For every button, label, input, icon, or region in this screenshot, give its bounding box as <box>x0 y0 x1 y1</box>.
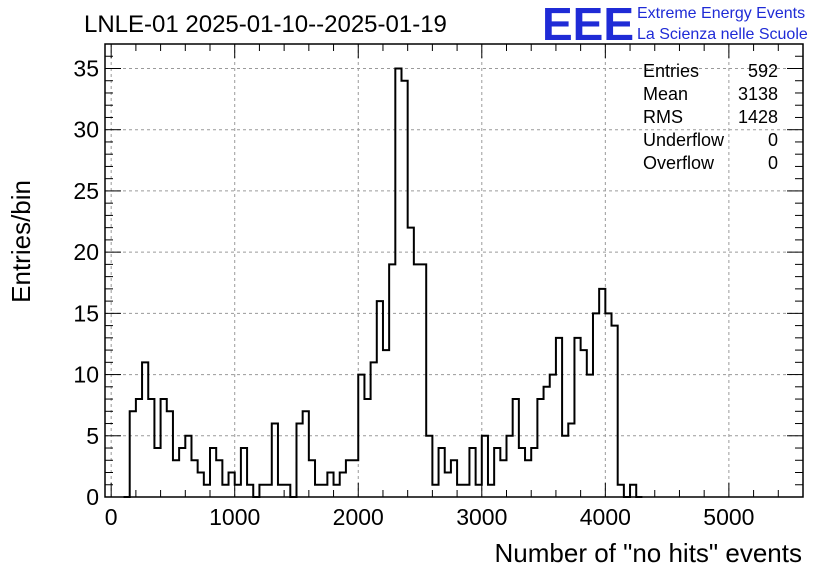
histogram-bar <box>364 399 370 497</box>
histogram-bar <box>383 350 389 497</box>
y-tick-label: 20 <box>73 239 99 265</box>
stat-value: 0 <box>768 153 778 173</box>
y-tick-label: 30 <box>73 117 99 143</box>
histogram-bar <box>235 485 241 497</box>
histogram-bar <box>500 460 506 497</box>
y-tick-label: 15 <box>73 300 99 326</box>
histogram-bar <box>432 485 438 497</box>
histogram-bar <box>334 485 340 497</box>
plot-frame <box>104 43 804 498</box>
axis-ticks: 0 1000 2000 3000 4000 5000 0 5 10 15 20 25 30 35 <box>73 44 803 530</box>
histogram-bar <box>321 485 327 497</box>
logo-mark: EEE <box>542 0 634 50</box>
histogram-outline <box>123 67 643 498</box>
histogram-bar <box>463 485 469 497</box>
x-axis-title: Number of "no hits" events <box>495 538 803 568</box>
stat-value: 3138 <box>738 84 778 104</box>
y-axis-title: Entries/bin <box>6 180 36 303</box>
histogram-bar <box>173 460 179 497</box>
stat-label: Entries <box>643 61 699 81</box>
histogram-bar <box>562 436 568 497</box>
grid-lines <box>105 44 803 498</box>
y-tick-label: 0 <box>86 484 99 510</box>
stat-label: RMS <box>643 107 683 127</box>
histogram-bar <box>488 485 494 497</box>
logo-line-1: Extreme Energy Events <box>637 5 805 22</box>
histogram-bar <box>154 448 160 497</box>
histogram-bar <box>525 460 531 497</box>
histogram-bar <box>136 399 142 497</box>
x-tick-label: 2000 <box>333 504 384 530</box>
histogram-bar <box>222 485 228 497</box>
x-tick-label: 5000 <box>703 504 754 530</box>
y-tick-label: 5 <box>86 423 99 449</box>
x-tick-label: 0 <box>105 504 118 530</box>
stat-value: 592 <box>748 61 778 81</box>
histogram-bar <box>605 313 611 497</box>
histogram-bar <box>445 473 451 497</box>
histogram-bar <box>544 387 550 497</box>
x-tick-label: 1000 <box>209 504 260 530</box>
stat-value: 0 <box>768 130 778 150</box>
y-tick-label: 25 <box>73 178 99 204</box>
histogram-bar <box>278 485 284 497</box>
histogram-bar <box>266 485 272 497</box>
x-tick-label: 4000 <box>580 504 631 530</box>
histogram-bar <box>476 485 482 497</box>
y-tick-label: 35 <box>73 55 99 81</box>
eee-logo: EEE Extreme Energy Events La Scienza nel… <box>542 0 808 50</box>
stat-label: Underflow <box>643 130 725 150</box>
stat-label: Overflow <box>643 153 715 173</box>
chart-title: LNLE-01 2025-01-10--2025-01-19 <box>84 11 447 38</box>
histogram-bar <box>204 485 210 497</box>
plot-border <box>104 43 804 498</box>
stats-box: Entries 592 Mean 3138 RMS 1428 Underflow 0 Overf… <box>643 61 778 173</box>
stat-value: 1428 <box>738 107 778 127</box>
histogram-bar <box>457 485 463 497</box>
y-tick-label: 10 <box>73 362 99 388</box>
histogram-bar <box>414 264 420 497</box>
x-tick-label: 3000 <box>456 504 507 530</box>
logo-line-2: La Scienza nelle Scuole <box>637 26 808 43</box>
histogram-bar <box>599 289 605 497</box>
histogram-bar <box>352 460 358 497</box>
histogram-bar <box>408 228 414 497</box>
stat-label: Mean <box>643 84 688 104</box>
histogram-bars <box>123 67 643 498</box>
histogram-bar <box>315 485 321 497</box>
